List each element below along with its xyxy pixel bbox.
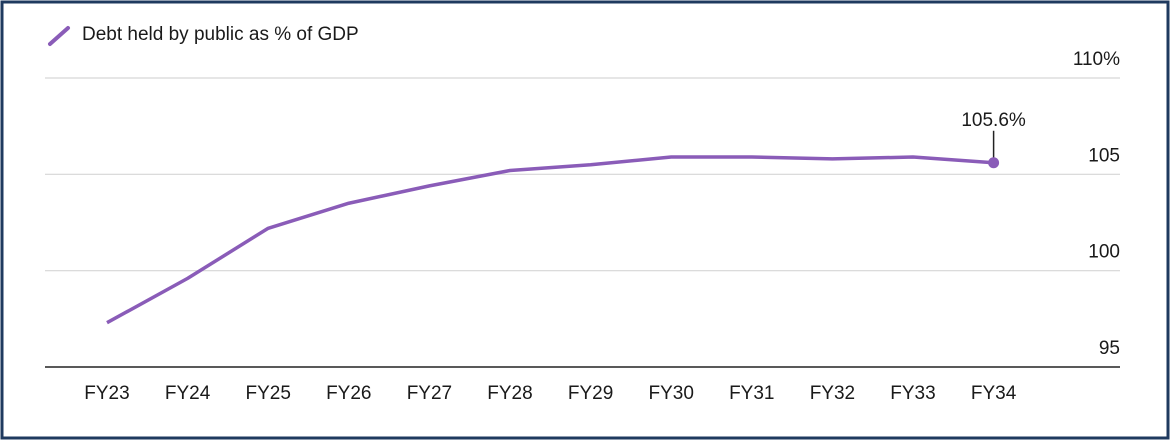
x-tick-label: FY30 bbox=[648, 383, 693, 404]
x-tick-label: FY25 bbox=[245, 383, 290, 404]
data-line bbox=[106, 155, 994, 325]
x-tick-label: FY31 bbox=[729, 383, 774, 404]
legend-swatch bbox=[48, 26, 70, 46]
y-tick-label: 100 bbox=[1088, 242, 1120, 263]
x-tick-label: FY23 bbox=[84, 383, 129, 404]
x-tick-label: FY33 bbox=[890, 383, 935, 404]
y-tick-label: 110% bbox=[1073, 49, 1120, 70]
x-tick-label: FY29 bbox=[568, 383, 613, 404]
x-tick-label: FY26 bbox=[326, 383, 371, 404]
y-tick-label: 105 bbox=[1088, 145, 1120, 166]
x-tick-label: FY27 bbox=[407, 383, 452, 404]
x-tick-label: FY34 bbox=[971, 383, 1017, 404]
x-tick-label: FY28 bbox=[487, 383, 532, 404]
x-tick-label: FY24 bbox=[165, 383, 211, 404]
point-marker bbox=[988, 157, 1000, 169]
data-label: 105.6% bbox=[961, 110, 1026, 131]
x-tick-label: FY32 bbox=[810, 383, 855, 404]
legend-label: Debt held by public as % of GDP bbox=[82, 24, 359, 45]
y-tick-label: 95 bbox=[1099, 338, 1120, 359]
